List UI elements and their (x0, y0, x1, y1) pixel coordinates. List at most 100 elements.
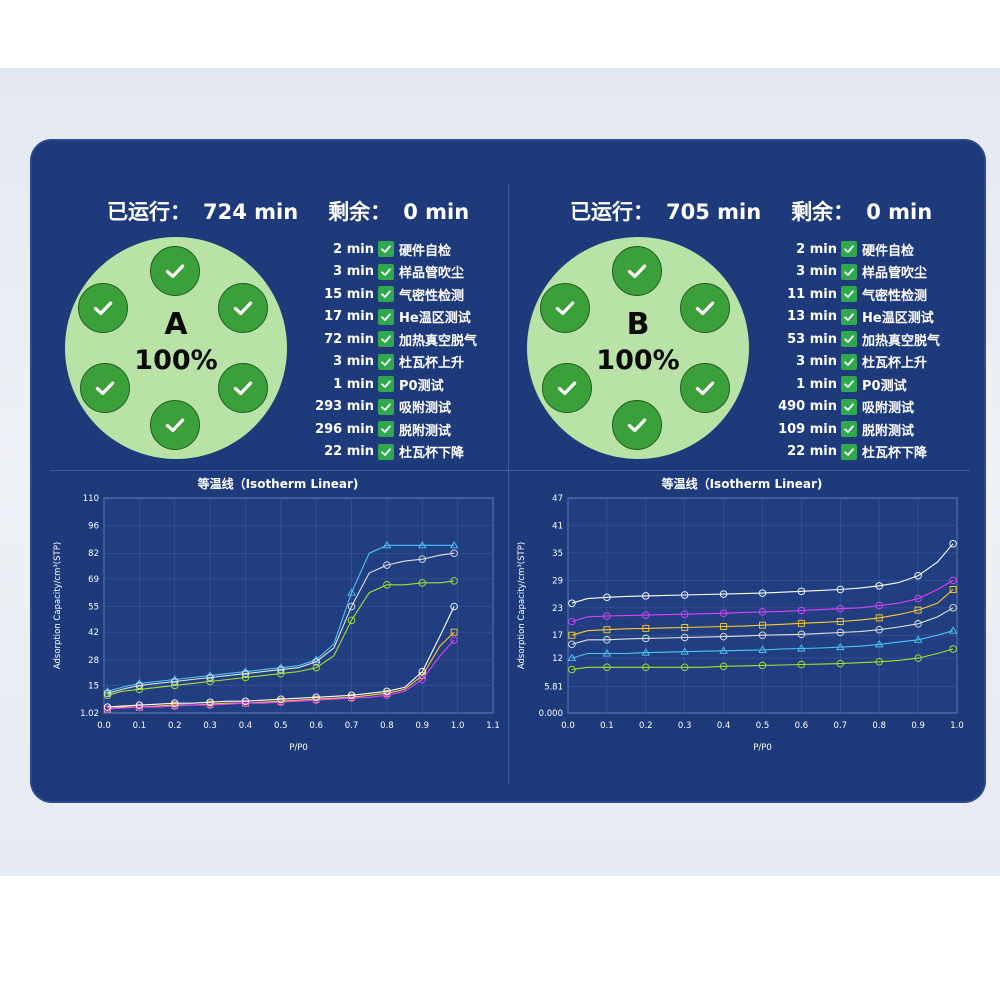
data-point (241, 699, 250, 707)
data-point (567, 653, 577, 662)
data-point (312, 663, 320, 672)
data-point (206, 698, 214, 706)
station-b-timer: 已运行： 705 min 剩余： 0 min (570, 196, 932, 228)
y-tick-label: 110 (83, 494, 99, 504)
x-tick-label: 0.6 (309, 721, 323, 731)
data-point (797, 630, 806, 639)
sample-slot-b-5[interactable] (680, 363, 730, 413)
step-name: 脱附测试 (399, 423, 452, 439)
data-point (914, 594, 922, 603)
data-point (135, 681, 144, 690)
series-a3 (103, 549, 458, 698)
step-duration: 22 min (787, 444, 837, 460)
x-tick-label: 0.4 (239, 721, 253, 731)
remaining-label: 剩余： (791, 200, 855, 224)
sample-slot-a-6[interactable] (150, 400, 200, 450)
sample-slot-a-5[interactable] (218, 363, 268, 413)
x-tick-label: 0.4 (717, 721, 731, 731)
data-point (836, 642, 845, 651)
x-tick-label: 1.0 (451, 721, 465, 731)
data-point (949, 539, 957, 548)
data-point (758, 608, 767, 616)
sample-slot-b-3[interactable] (680, 283, 730, 333)
checkbox-checked-icon (841, 443, 857, 460)
y-tick-label: 55 (88, 603, 99, 613)
sample-slot-b-2[interactable] (540, 283, 590, 333)
step-duration: 1 min (333, 376, 374, 392)
series-a1 (103, 577, 458, 700)
x-tick-label: 1.1 (486, 721, 500, 731)
series-line (107, 631, 455, 710)
checkmark-icon (695, 301, 715, 316)
step-duration: 53 min (787, 331, 837, 347)
checkbox-checked-icon (378, 241, 394, 258)
elapsed-value: 724 min (203, 200, 299, 224)
vertical-divider (508, 184, 509, 784)
x-tick-label: 0.0 (97, 721, 111, 731)
sample-slot-a-4[interactable] (80, 363, 130, 413)
data-point (836, 628, 845, 637)
y-tick-label: 0.000 (539, 709, 563, 719)
isotherm-chart-a: 等温线（Isotherm Linear)A1A2A3A4A5A60.00.10.… (53, 476, 500, 753)
data-point (312, 657, 320, 666)
horizontal-divider (50, 470, 970, 471)
x-tick-label: 0.5 (274, 721, 288, 731)
step-row: 72 min 加热真空脱气 (292, 328, 482, 351)
x-tick-label: 0.1 (133, 721, 147, 731)
data-point (836, 659, 845, 668)
sample-slot-b-1[interactable] (612, 246, 662, 296)
data-point (277, 695, 285, 703)
checkmark-icon (95, 381, 115, 396)
data-point (758, 631, 767, 639)
data-point (949, 586, 957, 593)
sample-slot-a-1[interactable] (150, 246, 200, 296)
checkmark-icon (233, 381, 253, 396)
y-tick-label: 17 (552, 631, 563, 641)
series-line (107, 606, 455, 708)
data-point (914, 620, 922, 628)
x-tick-label: 0.3 (678, 721, 692, 731)
data-point (103, 705, 112, 713)
step-row: 22 min 杜瓦杯下降 (292, 441, 482, 464)
progress-percent: 100% (596, 345, 680, 376)
data-point (277, 665, 285, 674)
data-point (719, 609, 728, 618)
station-a-timer: 已运行： 724 min 剩余： 0 min (107, 196, 469, 228)
sample-carousel-a: A 100% (65, 237, 287, 459)
step-row: 109 min 脱附测试 (755, 418, 945, 441)
sample-slot-a-2[interactable] (78, 283, 128, 333)
y-tick-label: 23 (552, 604, 563, 614)
x-tick-label: 0.9 (911, 721, 925, 731)
y-tick-label: 96 (88, 522, 99, 532)
sample-slot-b-4[interactable] (542, 363, 592, 413)
sample-slot-a-3[interactable] (218, 283, 268, 333)
isotherm-chart-b: 等温线（Isotherm Linear)B1B2B3B4B5B60.00.10.… (517, 476, 964, 753)
data-point (680, 591, 689, 599)
step-row: 293 min 吸附测试 (292, 396, 482, 419)
step-name: 脱附测试 (862, 423, 915, 439)
checkbox-checked-icon (841, 263, 857, 280)
data-point (241, 669, 250, 678)
checkbox-checked-icon (378, 263, 394, 280)
data-point (418, 579, 427, 587)
step-name: 气密性检测 (399, 288, 465, 304)
checkbox-checked-icon (378, 443, 394, 460)
checkmark-icon (165, 418, 185, 433)
data-point (720, 623, 728, 630)
station-letter: A (164, 307, 188, 342)
data-point (949, 576, 957, 585)
series-line (571, 607, 954, 645)
step-row: 1 min P0测试 (755, 373, 945, 396)
step-row: 2 min 硬件自检 (755, 238, 945, 261)
series-line (571, 630, 954, 659)
data-point (417, 540, 427, 549)
data-point (719, 662, 728, 671)
step-name: 吸附测试 (862, 401, 915, 417)
data-point (758, 589, 767, 597)
data-point (719, 646, 728, 654)
sample-slot-b-6[interactable] (612, 400, 662, 450)
series-b4 (568, 586, 957, 639)
y-tick-label: 1.02 (80, 709, 99, 719)
data-point (797, 660, 806, 669)
data-point (948, 626, 958, 634)
